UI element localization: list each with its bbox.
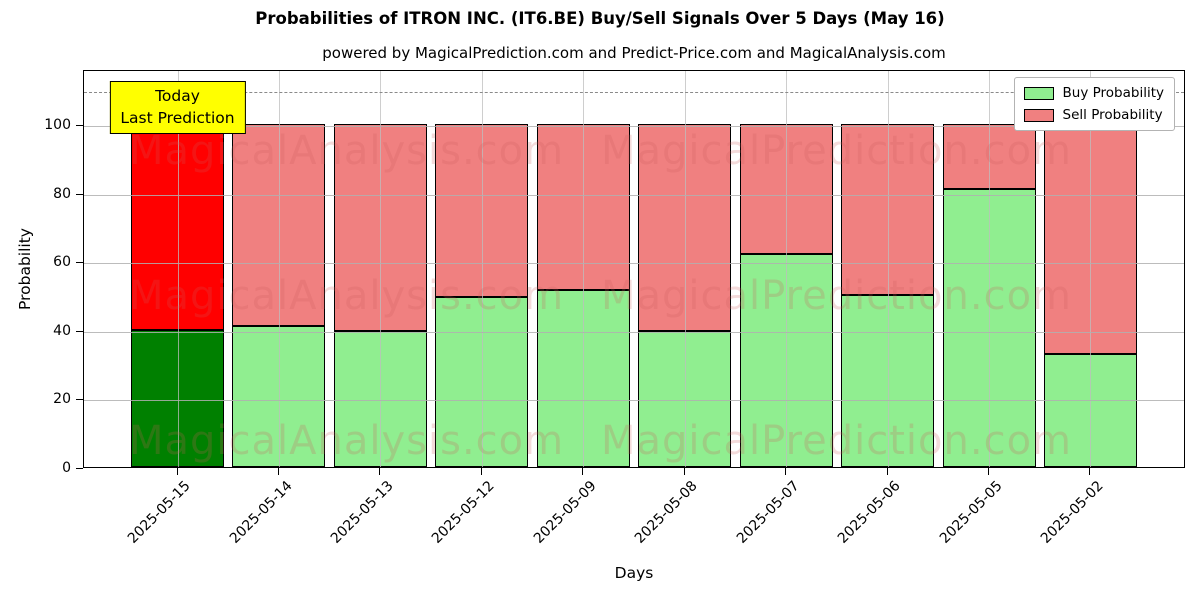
today-annotation: Today Last Prediction	[109, 81, 246, 134]
annotation-line-1: Today	[155, 87, 200, 105]
y-tick-label: 100	[44, 116, 71, 133]
x-tick	[886, 468, 888, 475]
x-tick-label-text: 2025-05-06	[835, 478, 904, 547]
sell-swatch-icon	[1023, 108, 1054, 122]
x-tick-label-text: 2025-05-07	[733, 478, 803, 547]
y-gridline	[84, 194, 1184, 196]
watermark-text: MagicalAnalysis.com	[129, 273, 565, 319]
y-tick	[76, 468, 83, 469]
legend: Buy Probability Sell Probability	[1013, 77, 1175, 131]
y-tick-label: 40	[53, 322, 71, 339]
y-tick	[76, 193, 83, 195]
watermark-text: MagicalPrediction.com	[601, 418, 1072, 464]
y-gridline	[84, 125, 1184, 127]
x-tick	[683, 468, 685, 475]
y-tick-label: 20	[53, 391, 71, 408]
x-tick	[379, 468, 381, 475]
y-gridline	[84, 400, 1184, 402]
y-gridline	[84, 263, 1184, 265]
x-tick	[582, 468, 584, 475]
chart-subtitle: powered by MagicalPrediction.com and Pre…	[322, 44, 946, 62]
x-tick-label-text: 2025-05-09	[530, 478, 600, 547]
x-gridline	[1090, 71, 1092, 467]
buy-swatch-icon	[1023, 86, 1054, 100]
legend-item-sell: Sell Probability	[1023, 107, 1164, 123]
y-tick-label: 80	[53, 185, 71, 202]
x-tick-label-text: 2025-05-12	[429, 478, 499, 547]
x-tick-label-text: 2025-05-05	[936, 478, 1006, 547]
x-tick-label-text: 2025-05-15	[124, 478, 194, 547]
watermark-text: MagicalPrediction.com	[601, 128, 1072, 174]
x-tick-label-text: 2025-05-14	[226, 478, 296, 547]
legend-label-sell: Sell Probability	[1062, 107, 1163, 123]
threshold-dashed-line	[84, 91, 1184, 93]
x-gridline	[786, 71, 788, 467]
x-gridline	[583, 71, 585, 467]
x-gridline	[278, 71, 280, 467]
x-gridline	[177, 71, 179, 467]
x-axis-label: Days	[614, 564, 654, 582]
x-tick-label-text: 2025-05-08	[632, 478, 702, 547]
watermark-text: MagicalAnalysis.com	[129, 418, 565, 464]
x-gridline	[684, 71, 686, 467]
y-tick-label: 60	[53, 254, 71, 271]
y-tick	[76, 399, 83, 401]
x-tick	[480, 468, 482, 475]
x-tick-label-text: 2025-05-02	[1037, 478, 1107, 547]
y-tick	[76, 124, 83, 126]
y-tick	[76, 262, 83, 264]
legend-label-buy: Buy Probability	[1062, 85, 1164, 101]
y-tick-label: 0	[62, 460, 71, 476]
x-tick	[785, 468, 787, 475]
x-tick	[1089, 468, 1091, 475]
x-tick-label-text: 2025-05-13	[327, 478, 397, 547]
x-tick	[176, 468, 178, 475]
watermark-text: MagicalAnalysis.com	[129, 128, 565, 174]
annotation-line-2: Last Prediction	[120, 109, 235, 127]
x-gridline	[887, 71, 889, 467]
legend-item-buy: Buy Probability	[1023, 85, 1164, 101]
plot-area: Today Last Prediction Buy Probability Se…	[83, 70, 1185, 468]
watermark-text: MagicalPrediction.com	[601, 273, 1072, 319]
chart-title: Probabilities of ITRON INC. (IT6.BE) Buy…	[255, 9, 945, 28]
x-gridline	[380, 71, 382, 467]
y-gridline	[84, 331, 1184, 333]
x-gridline	[989, 71, 991, 467]
y-tick	[76, 330, 83, 332]
x-gridline	[481, 71, 483, 467]
x-tick	[988, 468, 990, 475]
x-tick	[277, 468, 279, 475]
